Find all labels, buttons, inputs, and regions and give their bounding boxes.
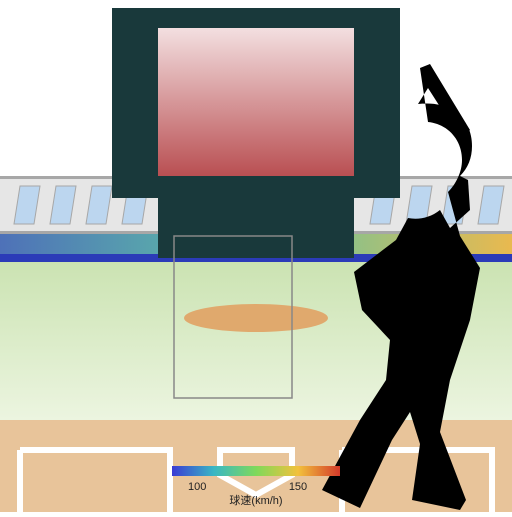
scoreboard-screen [158, 28, 354, 176]
speed-legend-bar [172, 466, 340, 476]
legend-tick-label: 150 [289, 481, 307, 493]
legend-axis-label: 球速(km/h) [229, 493, 282, 507]
pitchers-mound [184, 304, 328, 332]
legend-tick-label: 100 [188, 481, 206, 493]
pitch-chart: 100 150 球速(km/h) [0, 0, 512, 512]
scoreboard-base [158, 198, 354, 258]
